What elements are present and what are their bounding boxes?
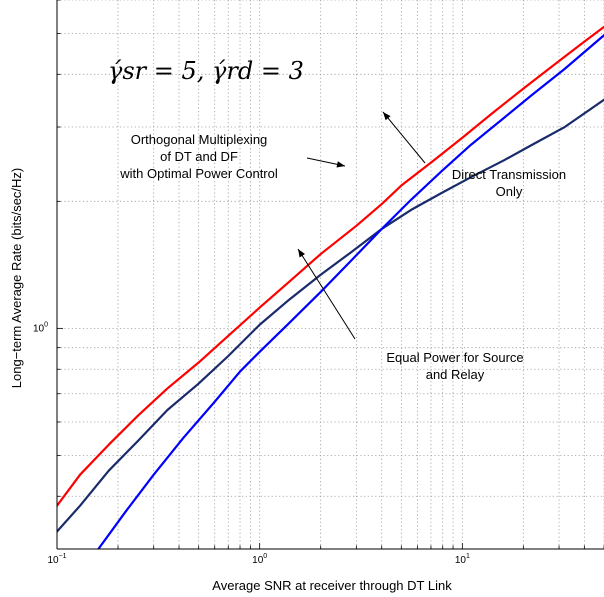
axes: 10−1 100 101 100 [33, 0, 604, 566]
x-tick-label: 10−1 [47, 553, 66, 566]
y-tick-label: 100 [33, 321, 48, 334]
annotation-arrowhead [298, 249, 305, 258]
annotation-arrow-2 [382, 111, 426, 164]
x-tick-label: 100 [252, 553, 267, 566]
series-line-1 [57, 25, 604, 507]
annotation-arrowhead [336, 161, 345, 168]
series-lines [57, 25, 604, 549]
annotation-line: Only [496, 184, 523, 199]
series-line-2 [57, 98, 604, 533]
annotations: Orthogonal Multiplexing of DT and DF with … [119, 111, 566, 382]
annotation-arrow-3 [297, 248, 356, 340]
annotation-line: Equal Power for Source [386, 350, 523, 365]
annotation-line: Direct Transmission [452, 167, 566, 182]
annotation-text-3: Equal Power for Source and Relay [386, 350, 523, 382]
annotation-line: of DT and DF [160, 149, 238, 164]
annotation-line: Orthogonal Multiplexing [131, 132, 268, 147]
x-axis-label: Average SNR at receiver through DT Link [212, 578, 452, 593]
annotation-arrowhead [383, 112, 391, 121]
x-tick-label: 101 [455, 553, 470, 566]
annotation-line: with Optimal Power Control [119, 166, 278, 181]
parameter-label: γ́sr = 5, γ́rd = 3 [108, 57, 304, 85]
y-axis-label: Long−term Average Rate (bits/sec/Hz) [9, 168, 24, 389]
grid [57, 0, 604, 549]
annotation-line: and Relay [426, 367, 485, 382]
series-line-3 [97, 34, 604, 549]
annotation-text-1: Orthogonal Multiplexing of DT and DF with … [119, 132, 278, 181]
annotation-text-2: Direct Transmission Only [452, 167, 566, 199]
